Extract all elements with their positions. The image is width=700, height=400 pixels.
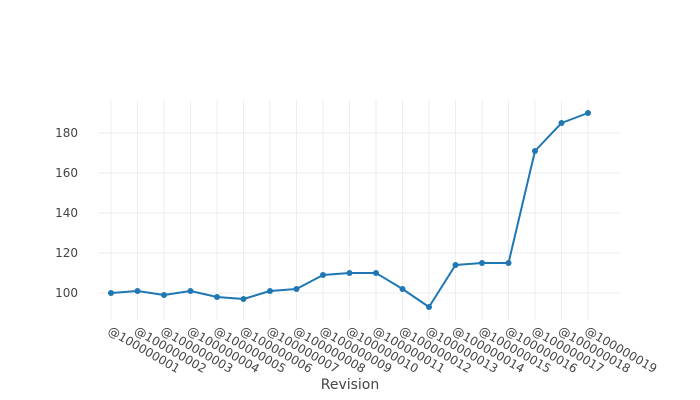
y-gridlines — [98, 132, 620, 294]
data-point[interactable] — [373, 270, 379, 276]
x-gridlines — [110, 100, 589, 320]
y-tick-labels: 100 120 140 160 180 — [55, 126, 78, 300]
x-tick-labels: @100000001@100000002@100000003@100000004… — [106, 323, 660, 375]
data-point[interactable] — [240, 296, 247, 302]
y-tick-label: 100 — [55, 286, 78, 300]
y-tick-label: 120 — [55, 246, 78, 260]
data-point[interactable] — [558, 120, 565, 126]
data-point[interactable] — [161, 292, 167, 298]
data-point[interactable] — [399, 286, 406, 292]
data-point[interactable] — [505, 260, 512, 266]
y-tick-label: 140 — [55, 206, 78, 220]
data-point[interactable] — [187, 288, 194, 294]
data-point[interactable] — [108, 290, 114, 296]
x-axis-title: Revision — [321, 377, 380, 393]
data-point[interactable] — [426, 304, 432, 310]
data-point[interactable] — [346, 270, 353, 276]
data-point[interactable] — [214, 294, 220, 300]
series-layer — [108, 110, 591, 310]
data-point[interactable] — [452, 262, 459, 268]
y-tick-label: 160 — [55, 166, 78, 180]
data-point[interactable] — [267, 288, 273, 294]
data-point[interactable] — [134, 288, 141, 294]
data-point[interactable] — [532, 148, 538, 154]
data-point[interactable] — [585, 110, 591, 116]
y-tick-label: 180 — [55, 126, 78, 140]
data-point[interactable] — [320, 272, 326, 278]
data-point[interactable] — [293, 286, 300, 292]
data-point[interactable] — [479, 260, 485, 266]
